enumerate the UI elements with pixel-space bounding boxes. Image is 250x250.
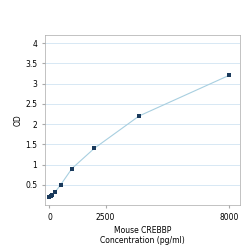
- Point: [59, 183, 63, 187]
- Point: [50, 193, 54, 197]
- Point: [48, 195, 52, 199]
- Point: [70, 166, 74, 170]
- Y-axis label: OD: OD: [14, 114, 22, 126]
- Point: [227, 74, 231, 78]
- Point: [92, 146, 96, 150]
- X-axis label: Mouse CREBBP
Concentration (pg/ml): Mouse CREBBP Concentration (pg/ml): [100, 226, 185, 245]
- Point: [53, 190, 57, 194]
- Point: [137, 114, 141, 118]
- Point: [49, 194, 53, 198]
